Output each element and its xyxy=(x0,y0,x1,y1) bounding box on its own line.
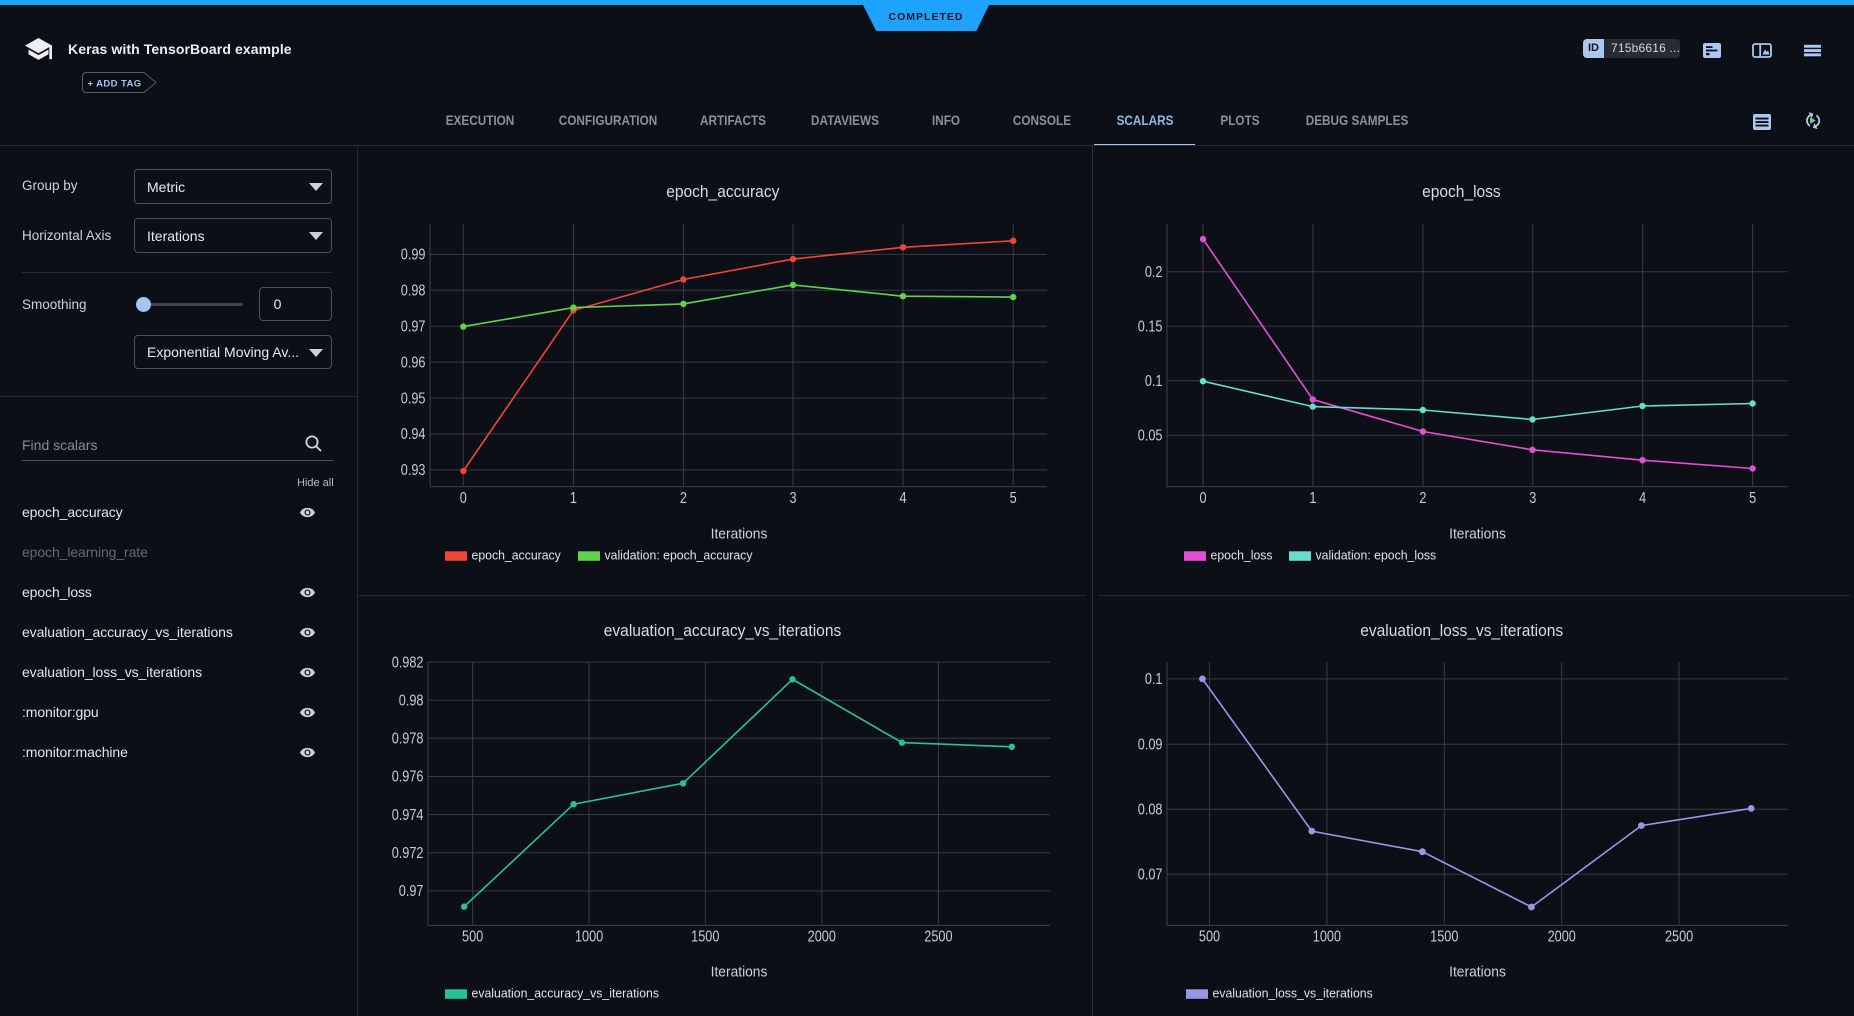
svg-text:0.07: 0.07 xyxy=(1138,866,1163,883)
svg-text:epoch_accuracy: epoch_accuracy xyxy=(472,547,562,563)
svg-text:Iterations: Iterations xyxy=(711,964,768,981)
svg-text:evaluation_accuracy_vs_iterati: evaluation_accuracy_vs_iterations xyxy=(604,623,842,640)
svg-text:1500: 1500 xyxy=(691,928,719,945)
svg-text:3: 3 xyxy=(1529,490,1536,507)
svg-text:4: 4 xyxy=(899,490,906,507)
svg-text:0.15: 0.15 xyxy=(1138,318,1163,335)
svg-text:0.05: 0.05 xyxy=(1138,427,1163,444)
svg-text:0.09: 0.09 xyxy=(1138,736,1163,753)
svg-text:Iterations: Iterations xyxy=(711,526,768,543)
svg-text:validation: epoch_accuracy: validation: epoch_accuracy xyxy=(605,547,754,563)
svg-text:0.976: 0.976 xyxy=(392,769,424,786)
svg-text:0.98: 0.98 xyxy=(399,692,424,709)
svg-text:0.974: 0.974 xyxy=(392,807,424,824)
svg-text:evaluation_accuracy_vs_iterati: evaluation_accuracy_vs_iterations xyxy=(472,985,659,1001)
svg-text:2: 2 xyxy=(680,490,687,507)
svg-text:3: 3 xyxy=(789,490,796,507)
svg-text:1500: 1500 xyxy=(1430,928,1458,945)
svg-text:2000: 2000 xyxy=(1548,928,1576,945)
svg-text:0.978: 0.978 xyxy=(392,730,424,747)
svg-text:1000: 1000 xyxy=(575,928,603,945)
svg-text:0: 0 xyxy=(460,490,467,507)
svg-text:1: 1 xyxy=(1309,490,1316,507)
svg-text:Iterations: Iterations xyxy=(1449,526,1506,543)
svg-text:2000: 2000 xyxy=(808,928,836,945)
svg-text:epoch_accuracy: epoch_accuracy xyxy=(666,184,779,201)
svg-text:0.2: 0.2 xyxy=(1145,264,1163,281)
svg-text:+ ADD TAG: + ADD TAG xyxy=(88,79,142,90)
svg-text:0.97: 0.97 xyxy=(399,883,424,900)
svg-text:1: 1 xyxy=(570,490,577,507)
svg-text:evaluation_loss_vs_iterations: evaluation_loss_vs_iterations xyxy=(1213,985,1373,1001)
svg-text:0.98: 0.98 xyxy=(401,282,426,299)
svg-text:0.08: 0.08 xyxy=(1138,801,1163,818)
svg-text:Iterations: Iterations xyxy=(1449,964,1506,981)
svg-text:1000: 1000 xyxy=(1313,928,1341,945)
svg-text:0.99: 0.99 xyxy=(401,246,426,263)
svg-text:0.93: 0.93 xyxy=(401,462,426,479)
svg-text:500: 500 xyxy=(462,928,483,945)
svg-text:2500: 2500 xyxy=(924,928,952,945)
svg-text:0.94: 0.94 xyxy=(401,426,426,443)
svg-text:0.97: 0.97 xyxy=(401,318,426,335)
svg-text:2: 2 xyxy=(1419,490,1426,507)
svg-text:evaluation_loss_vs_iterations: evaluation_loss_vs_iterations xyxy=(1360,623,1563,640)
svg-text:5: 5 xyxy=(1749,490,1756,507)
svg-text:0.1: 0.1 xyxy=(1145,671,1163,688)
svg-text:500: 500 xyxy=(1199,928,1220,945)
svg-text:0.1: 0.1 xyxy=(1145,373,1163,390)
svg-text:epoch_loss: epoch_loss xyxy=(1422,184,1501,201)
svg-text:validation: epoch_loss: validation: epoch_loss xyxy=(1316,547,1437,563)
svg-text:0.982: 0.982 xyxy=(392,654,424,671)
svg-text:4: 4 xyxy=(1639,490,1646,507)
svg-text:epoch_loss: epoch_loss xyxy=(1211,547,1273,563)
svg-text:5: 5 xyxy=(1010,490,1017,507)
svg-text:0.96: 0.96 xyxy=(401,354,426,371)
svg-text:0.95: 0.95 xyxy=(401,390,426,407)
svg-text:2500: 2500 xyxy=(1665,928,1693,945)
svg-text:0: 0 xyxy=(1199,490,1206,507)
svg-text:0.972: 0.972 xyxy=(392,845,424,862)
